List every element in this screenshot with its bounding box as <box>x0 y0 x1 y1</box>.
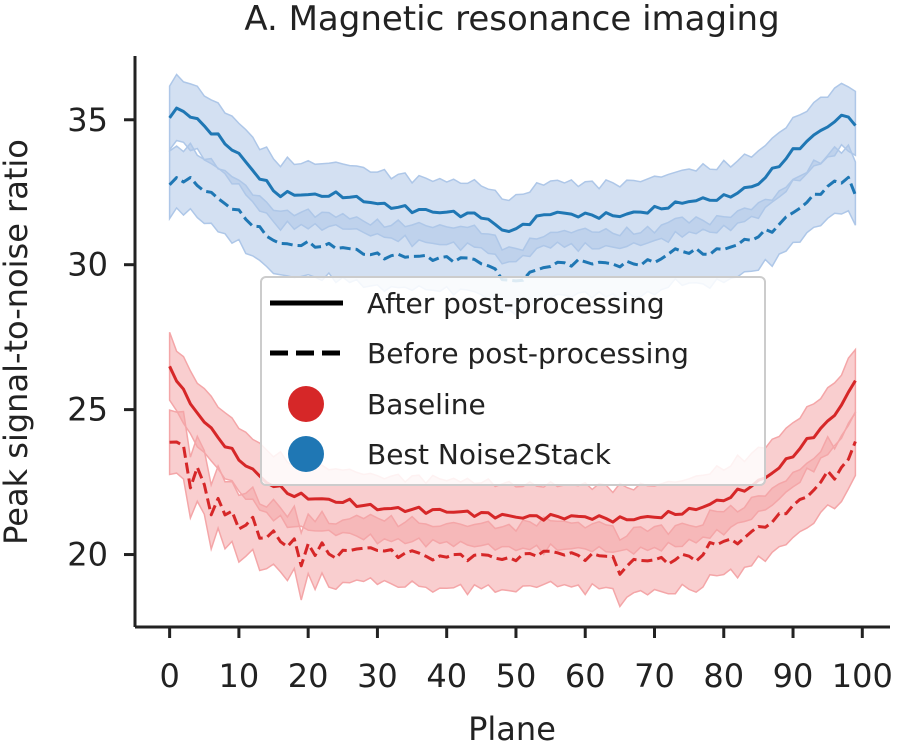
legend-label-after: After post-processing <box>367 287 665 320</box>
x-axis-label: Plane <box>468 710 556 748</box>
legend-label-baseline: Baseline <box>367 388 486 421</box>
legend-dot-baseline <box>288 386 324 422</box>
chart-title: A. Magnetic resonance imaging <box>244 0 779 39</box>
line-series-2 <box>168 365 857 524</box>
x-tick-label-80: 80 <box>703 657 744 695</box>
legend: After post-processing Before post-proces… <box>260 276 766 486</box>
x-axis-ticks: 0 10 20 30 40 50 60 70 80 90 100 <box>159 627 893 695</box>
y-tick-label-20: 20 <box>67 536 108 574</box>
x-tick-label-0: 0 <box>159 657 179 695</box>
x-tick-label-100: 100 <box>832 657 893 695</box>
x-tick-label-90: 90 <box>773 657 814 695</box>
y-tick-label-25: 25 <box>67 391 108 429</box>
band-series-3 <box>168 409 857 609</box>
legend-label-before: Before post-processing <box>367 337 689 370</box>
confidence-bands <box>168 73 857 609</box>
x-tick-label-10: 10 <box>219 657 260 695</box>
x-tick-label-40: 40 <box>426 657 467 695</box>
x-tick-label-20: 20 <box>288 657 329 695</box>
y-axis-label: Peak signal-to-noise ratio <box>0 139 35 545</box>
legend-dot-best-noise2stack <box>288 436 324 472</box>
legend-label-best-noise2stack: Best Noise2Stack <box>367 438 612 471</box>
series-lines <box>168 106 857 576</box>
x-tick-label-30: 30 <box>357 657 398 695</box>
x-tick-label-60: 60 <box>565 657 606 695</box>
y-axis-ticks: 20 25 30 35 <box>67 101 135 574</box>
legend-frame <box>260 276 766 486</box>
x-tick-label-50: 50 <box>496 657 537 695</box>
x-tick-label-70: 70 <box>634 657 675 695</box>
y-tick-label-35: 35 <box>67 101 108 139</box>
line-series-3 <box>169 440 857 576</box>
y-tick-label-30: 30 <box>67 246 108 284</box>
line-series-0 <box>168 106 857 233</box>
